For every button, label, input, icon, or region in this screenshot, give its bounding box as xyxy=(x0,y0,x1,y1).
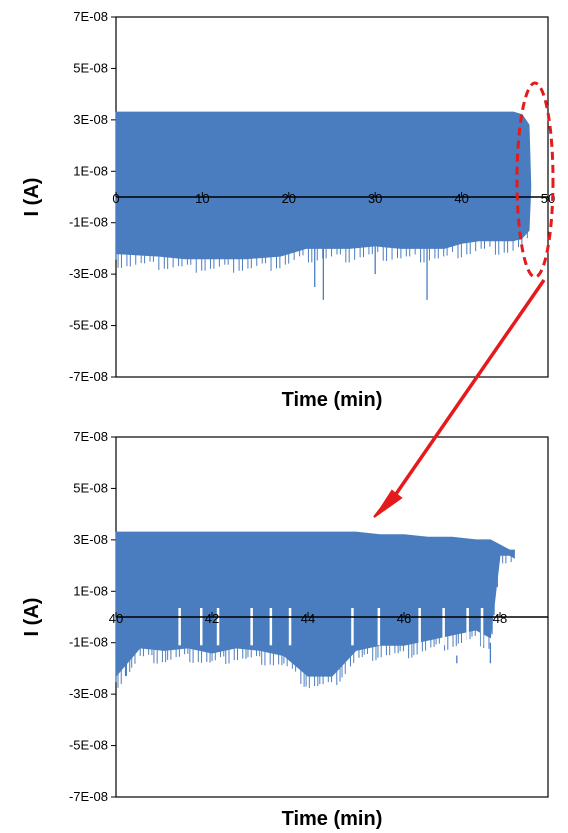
trace-gap xyxy=(418,608,421,646)
bottom-panel: 7E-08 5E-08 3E-08 1E-08 -1E-08 -3E-08 -5E-08 -7… xyxy=(21,429,549,830)
y-tick-label: 7E-08 xyxy=(73,429,108,444)
x-axis-title: Time (min) xyxy=(282,808,383,830)
y-tick-label: 7E-08 xyxy=(73,9,108,24)
x-tick-label: 40 xyxy=(109,611,123,626)
y-tick-label: -1E-08 xyxy=(69,215,108,230)
x-tick-label: 46 xyxy=(397,611,411,626)
trace-gap xyxy=(442,608,445,646)
trace-gap xyxy=(288,608,292,646)
y-tick-label: 5E-08 xyxy=(73,60,108,75)
y-axis-title: I (A) xyxy=(21,178,43,217)
x-tick-label: 20 xyxy=(282,191,296,206)
trace-gap xyxy=(216,608,220,646)
x-tick-label: 40 xyxy=(454,191,468,206)
x-axis-title: Time (min) xyxy=(282,389,383,411)
y-tick-label: 1E-08 xyxy=(73,583,108,598)
y-tick-label: -7E-08 xyxy=(69,789,108,804)
trace-gap xyxy=(250,608,253,646)
x-tick-label: 0 xyxy=(112,191,119,206)
y-tick-label: 5E-08 xyxy=(73,480,108,495)
trace-gap xyxy=(377,608,381,646)
y-tick-label: -3E-08 xyxy=(69,266,108,281)
x-tick-label: 42 xyxy=(205,611,219,626)
x-tick-label: 44 xyxy=(301,611,315,626)
current-trace xyxy=(115,531,515,678)
current-trace xyxy=(115,111,532,260)
y-tick-label: -3E-08 xyxy=(69,686,108,701)
trace-gap xyxy=(178,608,181,646)
x-tick-label: 10 xyxy=(195,191,209,206)
y-tick-label: -1E-08 xyxy=(69,635,108,650)
top-panel: 7E-08 5E-08 3E-08 1E-08 -1E-08 -3E-08 -5E-08 -7… xyxy=(21,9,555,411)
trace-gap xyxy=(480,608,484,646)
x-tick-label: 48 xyxy=(493,611,507,626)
zoom-ellipse xyxy=(515,81,555,279)
trace-gap xyxy=(351,608,354,646)
y-tick-label: 3E-08 xyxy=(73,532,108,547)
zoom-arrow-head xyxy=(373,489,403,518)
zoom-arrow-shaft xyxy=(385,279,546,508)
y-tick-label: -5E-08 xyxy=(69,738,108,753)
y-tick-label: 3E-08 xyxy=(73,112,108,127)
y-tick-label: -7E-08 xyxy=(69,369,108,384)
y-tick-label: 1E-08 xyxy=(73,163,108,178)
trace-gap xyxy=(466,608,469,646)
zoom-annotation xyxy=(373,81,555,518)
trace-gap xyxy=(200,608,203,646)
y-tick-label: -5E-08 xyxy=(69,318,108,333)
x-tick-label: 30 xyxy=(368,191,382,206)
trace-gap xyxy=(269,608,273,646)
y-axis-title: I (A) xyxy=(21,598,43,637)
